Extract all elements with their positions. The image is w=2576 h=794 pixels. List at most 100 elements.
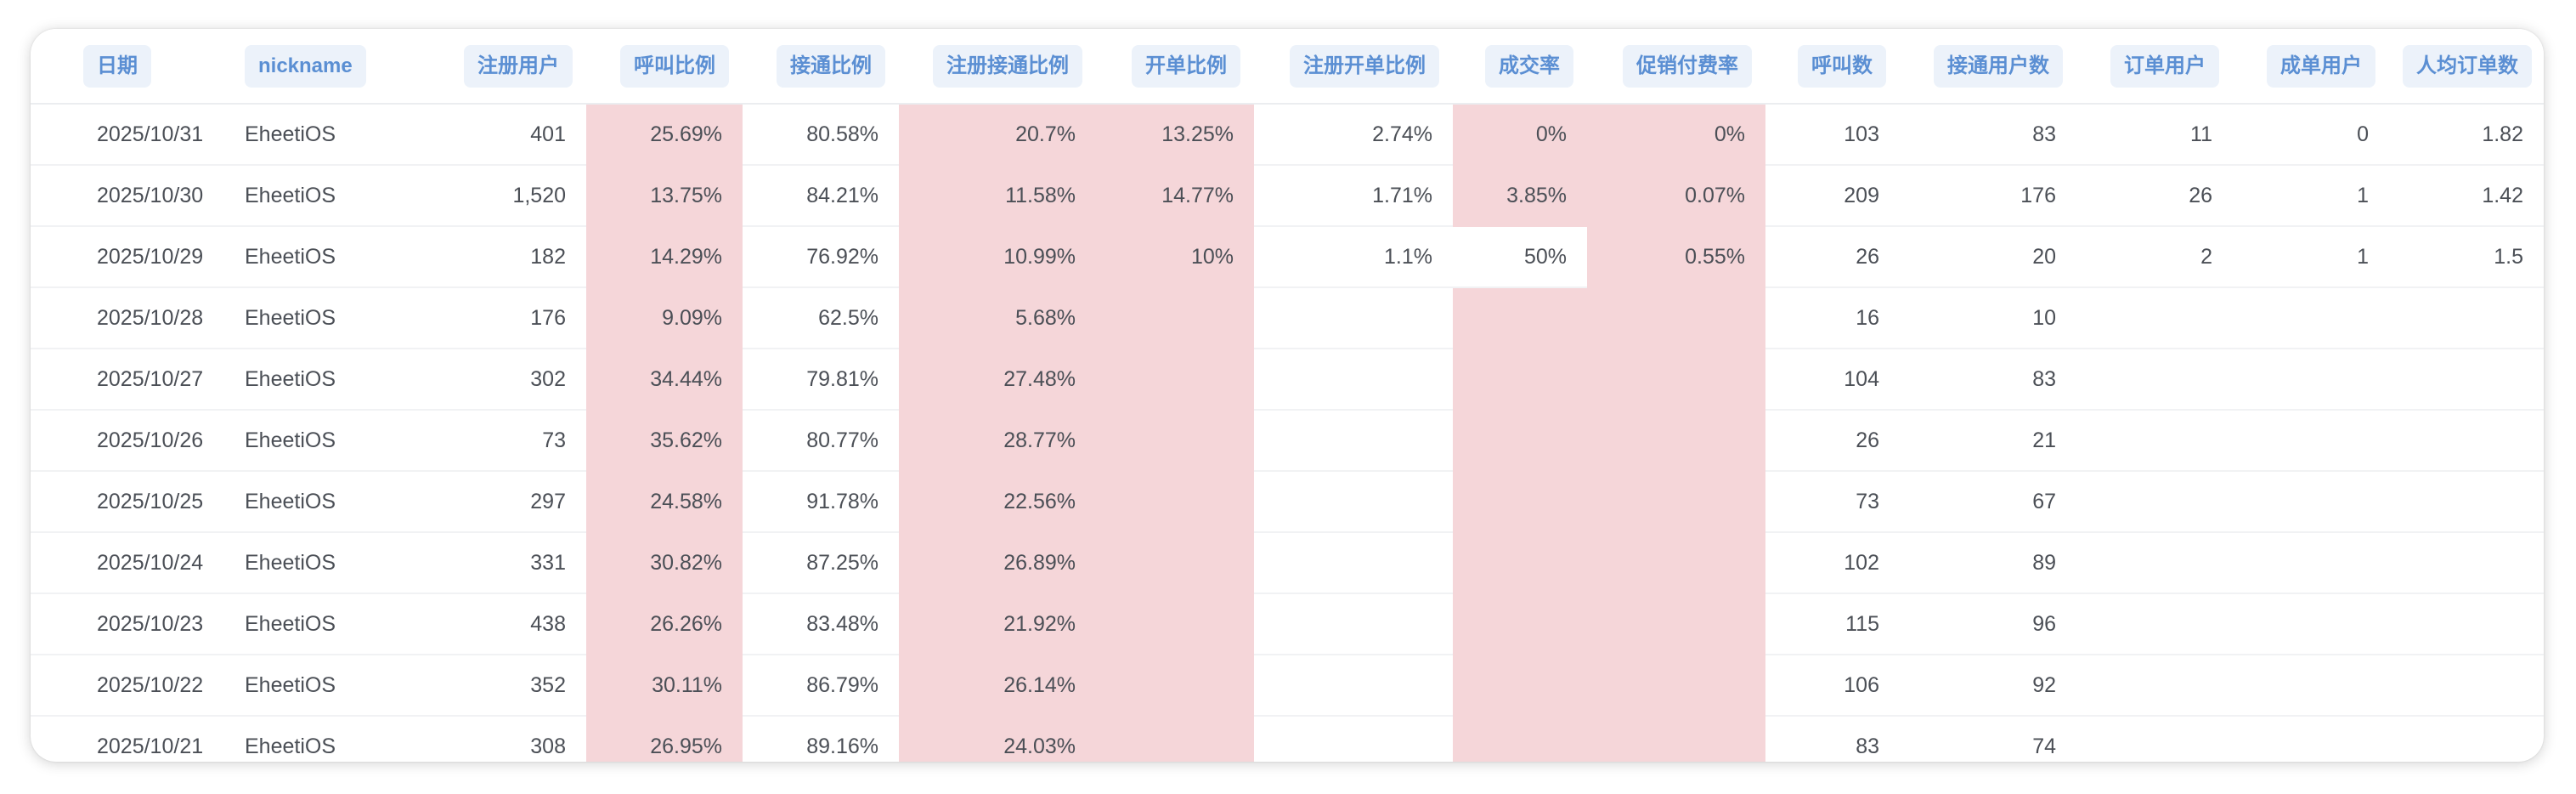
cell-deal-users [2233, 655, 2389, 717]
cell-reg-users: 182 [389, 226, 586, 288]
table-row[interactable]: 2025/10/25 EheetiOS 297 24.58% 91.78% 22.56% 7… [31, 471, 2544, 533]
cell-open-order-ratio [1096, 655, 1254, 717]
column-header-label: 日期 [83, 44, 151, 88]
column-header-label: 接通比例 [777, 44, 885, 88]
cell-connected-users: 10 [1900, 287, 2076, 349]
column-header-connect-ratio[interactable]: 接通比例 [743, 29, 899, 105]
cell-connected-users: 96 [1900, 593, 2076, 655]
cell-avg-orders [2389, 471, 2544, 533]
cell-open-order-ratio [1096, 349, 1254, 411]
cell-deal-users: 1 [2233, 165, 2389, 227]
cell-avg-orders [2389, 349, 2544, 411]
table-row[interactable]: 2025/10/24 EheetiOS 331 30.82% 87.25% 26.89% 1… [31, 532, 2544, 594]
cell-connect-ratio: 80.77% [743, 410, 899, 472]
cell-reg-connect-ratio: 10.99% [899, 226, 1096, 288]
cell-date: 2025/10/21 [31, 716, 231, 762]
cell-connected-users: 20 [1900, 226, 2076, 288]
cell-deal-users [2233, 287, 2389, 349]
cell-reg-connect-ratio: 21.92% [899, 593, 1096, 655]
cell-date: 2025/10/26 [31, 410, 231, 472]
cell-connected-users: 74 [1900, 716, 2076, 762]
cell-call-ratio: 26.26% [586, 593, 743, 655]
cell-reg-open-order-ratio [1254, 532, 1453, 594]
table-row[interactable]: 2025/10/28 EheetiOS 176 9.09% 62.5% 5.68% 16 10 [31, 287, 2544, 349]
cell-reg-connect-ratio: 20.7% [899, 104, 1096, 166]
cell-connected-users: 21 [1900, 410, 2076, 472]
cell-avg-orders [2389, 593, 2544, 655]
cell-order-users [2076, 655, 2233, 717]
column-header-call-ratio[interactable]: 呼叫比例 [586, 29, 743, 105]
column-header-open-order-ratio[interactable]: 开单比例 [1096, 29, 1254, 105]
cell-order-users [2076, 471, 2233, 533]
cell-deal-users: 0 [2233, 104, 2389, 166]
cell-order-users [2076, 716, 2233, 762]
cell-nickname: EheetiOS [231, 716, 389, 762]
column-header-connected-users[interactable]: 接通用户数 [1900, 29, 2076, 105]
table-row[interactable]: 2025/10/26 EheetiOS 73 35.62% 80.77% 28.77% 26… [31, 410, 2544, 472]
cell-connected-users: 83 [1900, 349, 2076, 411]
cell-promo-pay-rate [1587, 287, 1765, 349]
column-header-calls[interactable]: 呼叫数 [1765, 29, 1900, 105]
column-header-date[interactable]: 日期 [31, 29, 231, 105]
column-header-label: 注册接通比例 [933, 44, 1082, 88]
cell-connect-ratio: 84.21% [743, 165, 899, 227]
cell-reg-open-order-ratio [1254, 655, 1453, 717]
cell-promo-pay-rate [1587, 349, 1765, 411]
cell-reg-connect-ratio: 5.68% [899, 287, 1096, 349]
cell-promo-pay-rate [1587, 593, 1765, 655]
data-table: 日期 nickname 注册用户 呼叫比例 接通比例 注册接通比例 开单比例 注册开单比例 成交… [31, 29, 2544, 762]
cell-call-ratio: 13.75% [586, 165, 743, 227]
cell-reg-open-order-ratio: 1.71% [1254, 165, 1453, 227]
table-row[interactable]: 2025/10/27 EheetiOS 302 34.44% 79.81% 27.48% 1… [31, 349, 2544, 411]
column-header-reg-users[interactable]: 注册用户 [389, 29, 586, 105]
column-header-avg-orders[interactable]: 人均订单数 [2389, 29, 2544, 105]
column-header-deal-users[interactable]: 成单用户 [2233, 29, 2389, 105]
column-header-reg-open-order-ratio[interactable]: 注册开单比例 [1254, 29, 1453, 105]
cell-nickname: EheetiOS [231, 593, 389, 655]
cell-reg-connect-ratio: 11.58% [899, 165, 1096, 227]
column-header-label: 人均订单数 [2403, 44, 2532, 88]
cell-call-ratio: 30.82% [586, 532, 743, 594]
column-header-nickname[interactable]: nickname [231, 29, 389, 105]
cell-avg-orders [2389, 655, 2544, 717]
cell-open-order-ratio: 13.25% [1096, 104, 1254, 166]
table-row[interactable]: 2025/10/22 EheetiOS 352 30.11% 86.79% 26.14% 1… [31, 655, 2544, 717]
cell-order-users [2076, 287, 2233, 349]
cell-reg-open-order-ratio: 2.74% [1254, 104, 1453, 166]
cell-reg-users: 308 [389, 716, 586, 762]
cell-order-users: 26 [2076, 165, 2233, 227]
cell-reg-users: 331 [389, 532, 586, 594]
cell-open-order-ratio [1096, 532, 1254, 594]
cell-open-order-ratio: 10% [1096, 226, 1254, 288]
cell-calls: 16 [1765, 287, 1900, 349]
column-header-promo-pay-rate[interactable]: 促销付费率 [1587, 29, 1765, 105]
cell-deal-users [2233, 716, 2389, 762]
cell-date: 2025/10/23 [31, 593, 231, 655]
cell-reg-users: 297 [389, 471, 586, 533]
cell-call-ratio: 34.44% [586, 349, 743, 411]
table-row[interactable]: 2025/10/23 EheetiOS 438 26.26% 83.48% 21.92% 1… [31, 593, 2544, 655]
column-header-deal-rate[interactable]: 成交率 [1453, 29, 1587, 105]
column-header-label: nickname [245, 44, 366, 88]
cell-connect-ratio: 91.78% [743, 471, 899, 533]
cell-call-ratio: 14.29% [586, 226, 743, 288]
table-row[interactable]: 2025/10/30 EheetiOS 1,520 13.75% 84.21% 11.58… [31, 165, 2544, 227]
cell-reg-connect-ratio: 27.48% [899, 349, 1096, 411]
cell-order-users [2076, 349, 2233, 411]
cell-nickname: EheetiOS [231, 655, 389, 717]
column-header-order-users[interactable]: 订单用户 [2076, 29, 2233, 105]
cell-reg-users: 176 [389, 287, 586, 349]
cell-promo-pay-rate [1587, 410, 1765, 472]
table-body: 2025/10/31 EheetiOS 401 25.69% 80.58% 20.7% 13… [31, 104, 2544, 762]
column-header-label: 注册开单比例 [1290, 44, 1439, 88]
table-row[interactable]: 2025/10/21 EheetiOS 308 26.95% 89.16% 24.03% 8… [31, 716, 2544, 762]
cell-open-order-ratio [1096, 716, 1254, 762]
cell-deal-rate [1453, 287, 1587, 349]
table-row[interactable]: 2025/10/29 EheetiOS 182 14.29% 76.92% 10.99% 1… [31, 226, 2544, 288]
cell-promo-pay-rate: 0% [1587, 104, 1765, 166]
cell-reg-connect-ratio: 28.77% [899, 410, 1096, 472]
table-row[interactable]: 2025/10/31 EheetiOS 401 25.69% 80.58% 20.7% 13… [31, 104, 2544, 166]
cell-date: 2025/10/24 [31, 532, 231, 594]
cell-calls: 104 [1765, 349, 1900, 411]
column-header-reg-connect-ratio[interactable]: 注册接通比例 [899, 29, 1096, 105]
